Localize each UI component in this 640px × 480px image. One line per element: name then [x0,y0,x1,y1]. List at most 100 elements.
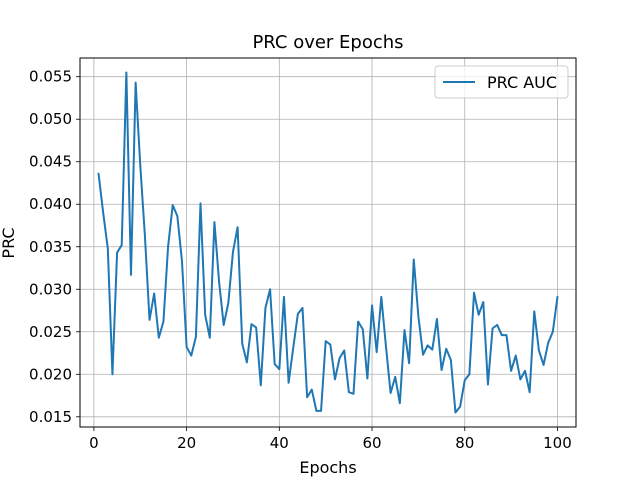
data-point [255,326,257,329]
data-point [246,361,248,363]
data-point [478,314,480,316]
data-point [362,328,364,330]
plot-frame [79,57,577,428]
data-point [135,82,137,84]
data-point [343,349,345,352]
data-point [213,221,216,223]
data-point [320,410,322,412]
data-point [533,310,535,312]
data-point [552,331,554,333]
axis-ticks: 0 20 40 60 80 100 0.015 0.020 0.025 0.030 0.035 0.0… [29,68,572,452]
y-tick-label: 0.045 [29,153,72,171]
data-point [376,351,378,353]
data-point [445,348,447,350]
data-point [501,334,503,336]
y-tick-label: 0.025 [29,323,72,341]
data-point [408,362,410,364]
data-point [186,346,188,348]
data-point [454,411,457,414]
data-point [422,354,424,356]
data-point [459,405,461,408]
legend: PRC AUC [434,65,569,99]
data-point [297,313,299,315]
data-point [167,246,169,248]
data-point [427,344,429,346]
data-point [315,410,318,412]
series-line-prc-auc [97,71,559,414]
data-point [338,357,341,359]
x-tick-label: 0 [89,434,99,452]
y-tick-label: 0.015 [29,408,72,426]
data-point [190,354,192,357]
x-tick-label: 100 [543,434,572,452]
data-point [325,340,327,342]
data-point [519,378,521,380]
data-point [102,212,104,214]
data-point [144,235,146,237]
data-point [195,336,197,338]
data-point [380,296,382,298]
x-tick-label: 80 [455,434,474,452]
y-tick-label: 0.020 [29,365,72,383]
data-point [209,337,211,339]
data-point [403,329,406,331]
data-point [283,296,285,298]
data-point [468,373,470,375]
data-point [417,315,419,318]
data-point [311,388,313,391]
y-tick-label: 0.035 [29,238,72,256]
data-point [529,391,531,393]
data-point [389,392,392,394]
data-point [399,402,401,404]
data-point [487,383,489,386]
y-tick-label: 0.050 [29,110,72,128]
data-point [394,376,396,378]
data-point [348,391,350,393]
y-tick-label: 0.040 [29,195,72,213]
data-point [450,359,452,361]
data-point [547,342,549,344]
legend-label-prc-auc: PRC AUC [487,73,557,92]
data-point [176,215,178,217]
data-point [357,320,359,323]
data-point [269,288,271,290]
data-point [158,337,160,339]
x-tick-label: 40 [270,434,289,452]
data-point [250,323,253,325]
legend-box [434,65,569,99]
data-point [371,304,373,307]
grid-lines [80,58,576,427]
data-point [306,396,308,398]
data-point [116,252,118,254]
data-point [260,384,262,386]
data-point [121,244,123,246]
data-point [181,260,183,262]
data-point [237,226,239,228]
data-point [510,370,512,372]
data-point [352,393,355,395]
data-point [556,296,559,298]
data-point [223,324,225,326]
data-point [329,343,331,346]
data-point [515,354,517,357]
data-point [125,71,127,74]
data-point [538,349,540,352]
data-point [464,379,466,381]
data-point [111,373,114,375]
data-point [153,292,155,295]
data-point [148,319,151,321]
data-point [204,314,206,316]
data-point [431,349,433,351]
data-point [130,274,132,276]
data-point [241,343,243,345]
y-tick-label: 0.055 [29,68,72,86]
data-point [278,368,280,370]
data-point [172,204,174,206]
x-tick-label: 60 [362,434,381,452]
data-point [274,363,276,365]
data-point [218,281,220,283]
data-point [292,347,294,349]
data-point [107,247,109,250]
data-point [413,258,415,261]
